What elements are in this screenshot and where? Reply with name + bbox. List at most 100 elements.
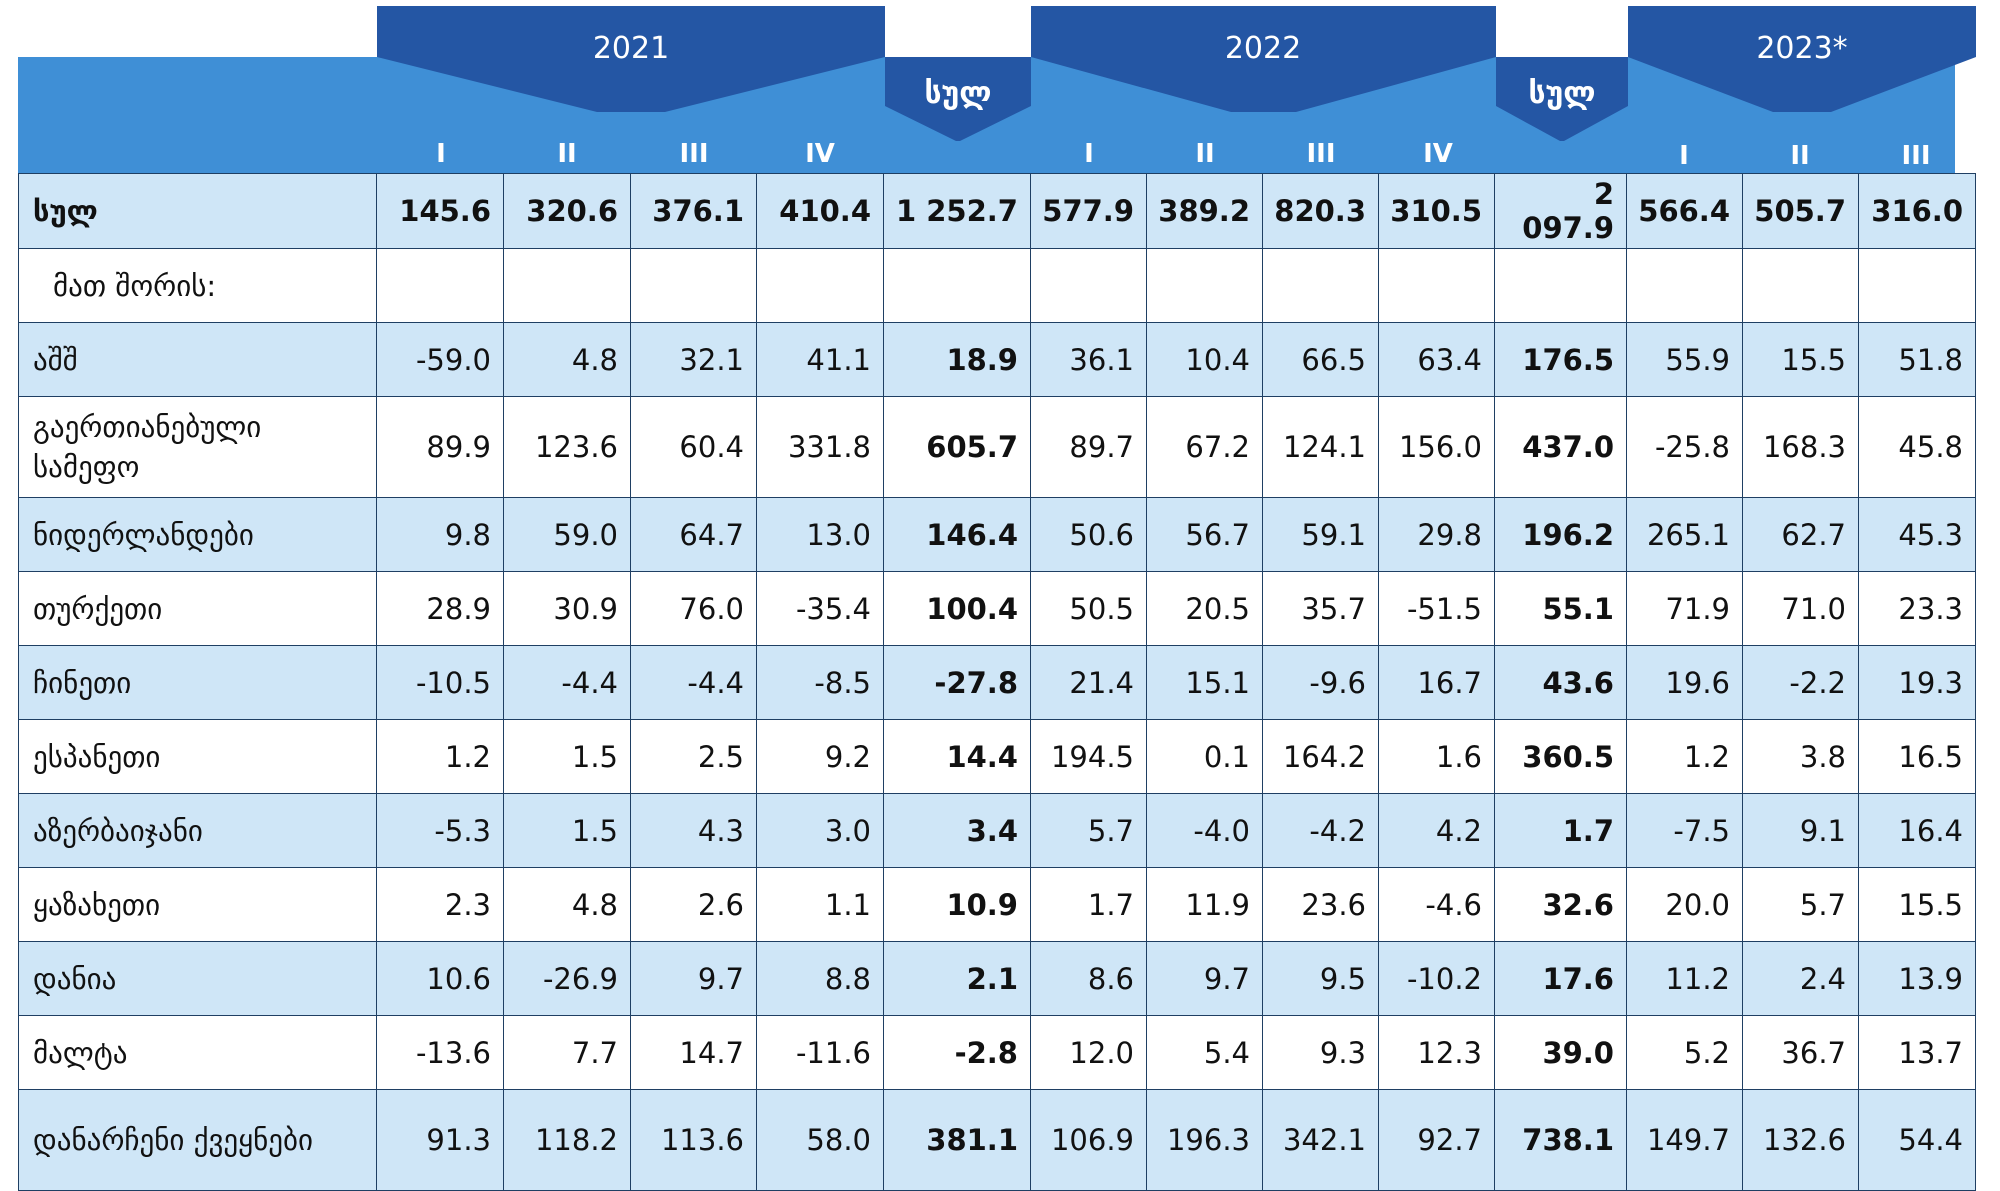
table-cell: -4.4 [630,645,757,720]
table-cell: 15.5 [1858,867,1976,942]
row-label: მალტა [18,1015,377,1090]
table-cell: 1.5 [503,793,631,868]
table-cell: 30.9 [503,571,631,646]
table-cell: 4.8 [503,322,631,397]
row-label: ყაზახეთი [18,867,377,942]
table-cell: 9.2 [756,719,884,794]
table-cell: 0.1 [1146,719,1263,794]
table-cell: 56.7 [1146,497,1263,572]
table-cell: 360.5 [1494,719,1627,794]
table-cell: 29.8 [1378,497,1495,572]
table-cell: 36.7 [1742,1015,1859,1090]
table-cell: 410.4 [756,173,884,249]
table-cell: 3.0 [756,793,884,868]
year-2021-banner [377,6,885,112]
table-row: ნიდერლანდები 9.8 59.0 64.7 13.0 146.4 50.6 56.7… [18,497,1976,572]
table-cell: 32.6 [1494,867,1627,942]
table-cell: -51.5 [1378,571,1495,646]
table-cell: 265.1 [1626,497,1743,572]
table-cell: 20.0 [1626,867,1743,942]
table-cell [376,248,504,323]
table-row: სულ 145.6 320.6 376.1 410.4 1 252.7 577.9 389.2… [18,173,1976,249]
table-row: აზერბაიჯანი -5.3 1.5 4.3 3.0 3.4 5.7 -4.0 -4.2 4.… [18,793,1976,868]
row-label: დანარჩენი ქვეყნები [18,1089,377,1191]
table-cell: 9.1 [1742,793,1859,868]
table-cell: 28.9 [376,571,504,646]
table-cell: 1.1 [756,867,884,942]
q4-2022-label: IV [1423,139,1453,169]
table-cell: 8.6 [1030,941,1147,1016]
row-label: ჩინეთი [18,645,377,720]
table-cell: 41.1 [756,322,884,397]
table-cell: 1.6 [1378,719,1495,794]
table-cell: 91.3 [376,1089,504,1191]
table-cell: 15.1 [1146,645,1263,720]
table-cell: 118.2 [503,1089,631,1191]
table-cell: 50.5 [1030,571,1147,646]
table-cell: -2.2 [1742,645,1859,720]
table-cell: 1 252.7 [883,173,1031,249]
table-cell: -10.5 [376,645,504,720]
table-cell: 66.5 [1262,322,1379,397]
table-cell: 10.4 [1146,322,1263,397]
table-cell: 67.2 [1146,396,1263,498]
table-cell: 176.5 [1494,322,1627,397]
table-cell: 437.0 [1494,396,1627,498]
table-cell: 124.1 [1262,396,1379,498]
table-cell [630,248,757,323]
table-cell: 59.0 [503,497,631,572]
year-2023-banner [1628,6,1976,112]
table-cell: -25.8 [1626,396,1743,498]
table-cell: 5.2 [1626,1015,1743,1090]
table-cell: 8.8 [756,941,884,1016]
table-cell: 2.3 [376,867,504,942]
table-cell: 9.7 [630,941,757,1016]
table-cell: 55.1 [1494,571,1627,646]
table-cell [1262,248,1379,323]
q3-2023-label: III [1901,141,1930,171]
year-2023-label: 2023* [1756,31,1847,66]
table-cell: 156.0 [1378,396,1495,498]
table-cell: -11.6 [756,1015,884,1090]
table-cell: 58.0 [756,1089,884,1191]
table-cell: 76.0 [630,571,757,646]
table-cell: 11.9 [1146,867,1263,942]
table-row: თურქეთი 28.9 30.9 76.0 -35.4 100.4 50.5 20.5 35.… [18,571,1976,646]
table-cell: 2.5 [630,719,757,794]
table-cell: 71.0 [1742,571,1859,646]
table-cell: 13.9 [1858,941,1976,1016]
table-cell: 389.2 [1146,173,1263,249]
table-cell: 316.0 [1858,173,1976,249]
table-cell [503,248,631,323]
table-cell: 50.6 [1030,497,1147,572]
q4-2021-label: IV [805,139,835,169]
table-cell: 7.7 [503,1015,631,1090]
table-cell: 32.1 [630,322,757,397]
table-cell: 19.6 [1626,645,1743,720]
row-label: ესპანეთი [18,719,377,794]
table-cell: 13.7 [1858,1015,1976,1090]
table-row: მათ შორის: [18,248,1976,323]
table-cell: 342.1 [1262,1089,1379,1191]
table-row: ყაზახეთი 2.3 4.8 2.6 1.1 10.9 1.7 11.9 23.6 -4.6 3… [18,867,1976,942]
table-cell: 10.6 [376,941,504,1016]
table-cell: 577.9 [1030,173,1147,249]
table-cell: 9.8 [376,497,504,572]
table-cell: 123.6 [503,396,631,498]
table-cell: 21.4 [1030,645,1147,720]
table-cell: 9.5 [1262,941,1379,1016]
table-cell: 23.3 [1858,571,1976,646]
row-label: მათ შორის: [18,248,377,323]
total-2022-label: სულ [1528,76,1595,111]
table-body: სულ 145.6 320.6 376.1 410.4 1 252.7 577.9 389.2… [18,173,1976,1191]
table-cell: 11.2 [1626,941,1743,1016]
table-cell: 310.5 [1378,173,1495,249]
table-cell: 2.1 [883,941,1031,1016]
table-cell: 381.1 [883,1089,1031,1191]
table-cell: 15.5 [1742,322,1859,397]
table-cell: 12.0 [1030,1015,1147,1090]
table-cell: 320.6 [503,173,631,249]
table-cell [756,248,884,323]
row-label: აზერბაიჯანი [18,793,377,868]
table-cell: -7.5 [1626,793,1743,868]
